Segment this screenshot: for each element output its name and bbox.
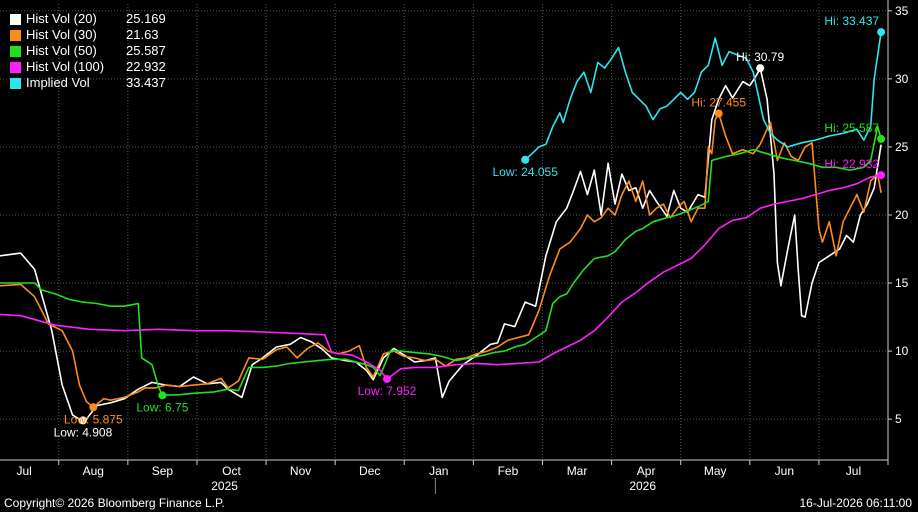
annotation-label: Low: 5.875 (64, 412, 123, 426)
extreme-marker (521, 155, 530, 164)
legend-item: Hist Vol (100) 22.932 (10, 59, 166, 75)
legend-label: Hist Vol (50) (26, 43, 97, 58)
legend-value: 21.63 (126, 27, 159, 42)
x-tick-label: Aug (83, 464, 104, 478)
x-tick-label: Jul (846, 464, 861, 478)
year-label: 2025 (211, 479, 238, 493)
legend-swatch (10, 45, 21, 57)
grid-lines (0, 4, 888, 460)
x-tick-label: Jul (17, 464, 32, 478)
y-tick-label: 15 (895, 276, 909, 290)
x-tick-label: Dec (359, 464, 380, 478)
extreme-marker (382, 374, 391, 383)
legend-value: 33.437 (126, 75, 166, 90)
annotation-label: Low: 6.75 (136, 400, 188, 414)
y-tick-label: 35 (895, 4, 909, 18)
extreme-marker (714, 109, 723, 118)
legend-label: Hist Vol (100) (26, 59, 105, 74)
year-label: 2026 (629, 479, 656, 493)
annotation-label: Low: 4.908 (54, 425, 113, 439)
annotation-label: Hi: 27.455 (691, 96, 746, 110)
extreme-marker (877, 28, 886, 37)
extreme-markers (78, 28, 886, 425)
annotation-labels: Hi: 33.437 Hi: 30.79 Hi: 27.455 Hi: 25.587 H… (54, 14, 880, 439)
x-tick-label: Jan (429, 464, 448, 478)
legend-swatch (10, 77, 21, 89)
timestamp-text: 16-Jul-2026 06:11:00 (799, 496, 912, 510)
annotation-label: Low: 24.055 (493, 165, 559, 179)
y-tick-label: 30 (895, 72, 909, 86)
annotation-label: Hi: 30.79 (736, 50, 784, 64)
extreme-marker (158, 391, 167, 400)
annotation-label: Hi: 25.587 (824, 121, 879, 135)
legend-value: 25.169 (126, 11, 166, 26)
legend-item: Implied Vol 33.437 (10, 75, 166, 91)
extreme-marker (877, 134, 886, 143)
legend-value: 22.932 (126, 59, 166, 74)
series-line (0, 112, 882, 409)
legend-label: Hist Vol (20) (26, 11, 97, 26)
annotation-label: Hi: 22.932 (824, 157, 879, 171)
extreme-marker (877, 171, 886, 180)
x-tick-label: Feb (498, 464, 519, 478)
legend-swatch (10, 61, 21, 73)
series-line (0, 174, 882, 380)
extreme-marker (89, 403, 98, 412)
legend-item: Hist Vol (30) 21.63 (10, 27, 166, 43)
x-tick-label: Jun (775, 464, 794, 478)
x-tick-label: Apr (637, 464, 656, 478)
y-tick-label: 5 (895, 412, 902, 426)
legend-swatch (10, 29, 21, 41)
copyright-text: Copyright© 2026 Bloomberg Finance L.P. (4, 496, 225, 510)
extreme-marker (78, 416, 87, 425)
legend-swatch (10, 13, 21, 25)
legend-label: Hist Vol (30) (26, 27, 97, 42)
y-tick-label: 25 (895, 140, 909, 154)
x-tick-label: May (704, 464, 727, 478)
legend-label: Implied Vol (26, 75, 90, 90)
x-tick-label: Oct (222, 464, 241, 478)
x-tick-label: Mar (567, 464, 588, 478)
y-axis: 5 10 15 20 25 30 35 (887, 0, 909, 460)
x-tick-label: Sep (152, 464, 174, 478)
series-line (524, 31, 882, 161)
legend: Hist Vol (20) 25.169 Hist Vol (30) 21.63… (10, 11, 166, 91)
annotation-label: Hi: 33.437 (824, 14, 879, 28)
legend-value: 25.587 (126, 43, 166, 58)
y-tick-label: 10 (895, 344, 909, 358)
annotation-label: Low: 7.952 (358, 384, 417, 398)
y-tick-label: 20 (895, 208, 909, 222)
legend-item: Hist Vol (50) 25.587 (10, 43, 166, 59)
series-line (0, 125, 882, 397)
x-axis: Jul Aug Sep Oct Nov Dec Jan Feb Mar Apr May Jun Jul 2… (0, 459, 889, 494)
legend-item: Hist Vol (20) 25.169 (10, 11, 166, 27)
x-tick-label: Nov (290, 464, 311, 478)
extreme-marker (756, 64, 765, 73)
